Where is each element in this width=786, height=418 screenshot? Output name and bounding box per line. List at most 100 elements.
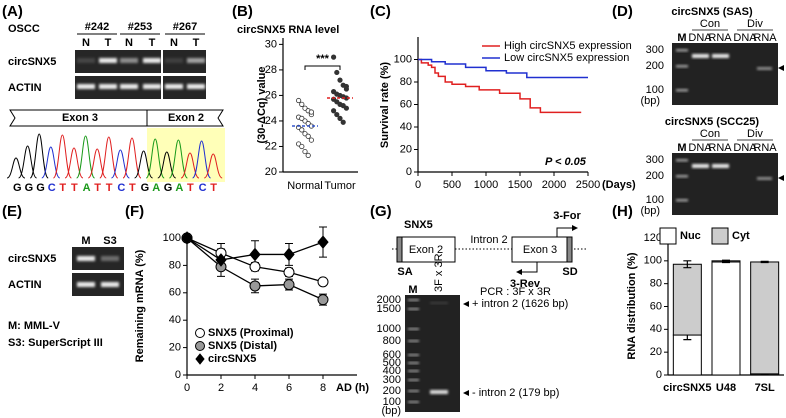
legend-swatch	[195, 353, 205, 365]
marker	[249, 280, 261, 292]
gel	[163, 50, 206, 73]
x-tick-label: 500	[443, 179, 461, 191]
point	[334, 69, 340, 76]
label: RNA	[753, 32, 777, 44]
gel-band	[408, 379, 419, 381]
gel	[163, 76, 206, 99]
label: Exon 3	[62, 112, 98, 124]
label: 300	[646, 44, 664, 56]
y-tick-label: 26	[265, 89, 277, 101]
survival-line	[418, 58, 582, 114]
y-tick-label: 30	[265, 38, 277, 50]
axis-label: Survival rate (%)	[379, 62, 391, 149]
axis-label: (30-ΔCq) value	[256, 67, 268, 144]
point	[330, 54, 337, 60]
label: 100	[383, 396, 401, 408]
x-tick-label: Normal	[287, 180, 322, 192]
x-axis-label: (Days)	[602, 179, 636, 191]
y-tick-label: 40	[169, 314, 181, 326]
marker	[317, 276, 329, 288]
label: 3-For	[553, 210, 581, 222]
splice-site	[566, 236, 573, 263]
gel-band	[676, 159, 688, 162]
marker	[215, 253, 227, 267]
label: (D)	[612, 3, 633, 20]
chromatogram-peak	[168, 139, 188, 179]
label: T	[105, 37, 112, 49]
gel-band	[77, 256, 95, 261]
gel-band	[712, 164, 729, 168]
gel-band	[77, 282, 95, 287]
x-tick-label: U48	[716, 382, 736, 394]
label: ACTIN	[8, 279, 42, 291]
label: 200	[383, 385, 401, 397]
label: - intron 2 (179 bp)	[472, 387, 559, 399]
gel-band	[692, 164, 709, 168]
y-tick-label: 0	[406, 166, 412, 178]
chromatogram-peak	[203, 153, 223, 179]
legend-label: Low circSNX5 expression	[504, 52, 629, 64]
gel-band	[430, 302, 448, 304]
label: (bp)	[381, 405, 401, 417]
y-tick-label: 60	[169, 287, 181, 299]
label: S3: SuperScript III	[8, 337, 103, 349]
label: #267	[173, 21, 197, 33]
label: M	[408, 284, 417, 296]
label: M	[677, 142, 686, 154]
x-tick-label: 0	[184, 382, 190, 394]
label: (G)	[370, 203, 392, 220]
label: 200	[646, 60, 664, 72]
label: circSNX5 (SCC25)	[665, 116, 759, 128]
point	[302, 148, 308, 155]
marker	[283, 247, 295, 262]
gel	[72, 273, 124, 296]
error-bar	[683, 260, 692, 269]
marker	[283, 279, 295, 291]
label: M	[677, 32, 686, 44]
label: 3-Rev	[510, 278, 541, 290]
legend-label: circSNX5	[208, 353, 256, 365]
x-tick-label: 4	[252, 382, 258, 394]
y-tick-label: 20	[169, 342, 181, 354]
y-tick-label: 20	[265, 166, 277, 178]
point	[299, 127, 305, 133]
exon-box	[396, 236, 456, 263]
y-tick-label: 80	[169, 259, 181, 271]
label: (A)	[2, 3, 23, 20]
point	[343, 105, 349, 111]
gel-band	[712, 54, 729, 58]
gel-band	[187, 58, 205, 63]
label: 400	[383, 365, 401, 377]
axis-label: Remaining mRNA (%)	[134, 249, 146, 362]
chromatogram-peak	[122, 137, 142, 179]
label: RNA	[753, 142, 777, 154]
marker	[249, 261, 261, 273]
chromatogram-peak	[76, 135, 96, 179]
marker	[283, 266, 295, 278]
point	[295, 97, 302, 104]
chromatogram-peak	[192, 140, 212, 179]
gel-band	[408, 328, 419, 330]
y-tick-label: 28	[265, 64, 277, 76]
label: N	[170, 37, 178, 49]
gel-band	[165, 58, 183, 63]
chromatogram-peak	[99, 136, 119, 179]
label: (bp)	[640, 95, 660, 107]
label: 600	[383, 349, 401, 361]
arrowhead	[463, 390, 469, 396]
gel-band	[187, 84, 205, 89]
label: DNA	[688, 32, 712, 44]
y-tick-label: 120	[644, 232, 662, 244]
label: SA	[397, 266, 412, 278]
gel-band	[676, 175, 688, 178]
label: N	[125, 37, 133, 49]
survival-line	[418, 58, 588, 79]
gel-band	[120, 84, 138, 89]
marker	[249, 247, 261, 262]
legend-swatch	[195, 328, 205, 338]
y-tick-label: 100	[394, 53, 412, 65]
x-tick-label: 2	[218, 382, 224, 394]
chromatogram-peak	[18, 145, 38, 179]
